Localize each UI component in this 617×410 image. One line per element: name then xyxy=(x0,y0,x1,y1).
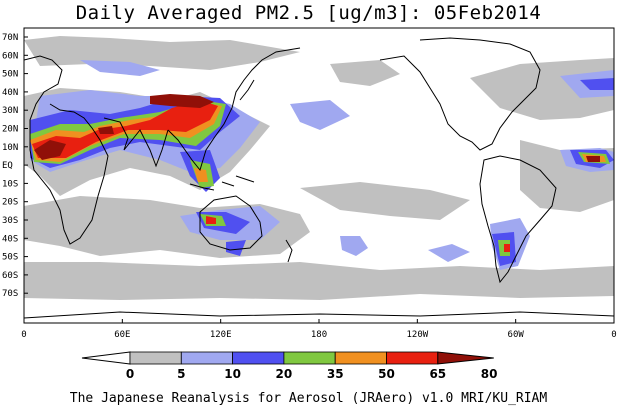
lon-tick-label: 180 xyxy=(311,330,327,340)
lat-tick-label: 40S xyxy=(2,234,18,244)
colorbar-level-label: 65 xyxy=(429,367,446,381)
colorbar-level-label: 80 xyxy=(481,367,498,381)
colorbar: 0 5 10 20 35 50 65 80 xyxy=(81,351,498,381)
colorbar-swatch xyxy=(129,351,182,365)
map-title: Daily Averaged PM2.5 [ug/m3]: 05Feb2014 xyxy=(75,2,542,24)
colorbar-max-arrow xyxy=(437,351,494,365)
colorbar-swatch xyxy=(180,351,234,365)
level-65-80-region xyxy=(32,100,510,252)
colorbar-swatch xyxy=(334,351,387,365)
lat-tick-label: 60N xyxy=(2,51,18,61)
lat-tick-label: 50N xyxy=(2,70,18,80)
coastlines xyxy=(24,37,614,319)
lat-tick-label: 20N xyxy=(2,125,18,135)
level-5-10-region xyxy=(24,36,614,300)
lat-tick-label: 30N xyxy=(2,106,18,116)
colorbar-swatch xyxy=(386,351,439,365)
lat-tick-label: 60S xyxy=(2,271,18,281)
colorbar-level-label: 0 xyxy=(126,367,134,381)
lat-tick-label: EQ xyxy=(2,161,13,171)
level-80-plus-region xyxy=(34,94,600,162)
colorbar-level-label: 5 xyxy=(177,367,185,381)
lat-tick-label: 40N xyxy=(2,88,18,98)
lat-tick-label: 20S xyxy=(2,198,18,208)
longitude-axis: 0 60E 120E 180 120W 60W 0 xyxy=(21,319,617,340)
lat-tick-label: 10S xyxy=(2,179,18,189)
latitude-axis: 70N 60N 50N 40N 30N 20N 10N EQ 10S 20S 30S 40S 50S 60… xyxy=(2,33,28,299)
lat-tick-label: 50S xyxy=(2,253,18,263)
lat-tick-label: 30S xyxy=(2,216,18,226)
colorbar-swatch xyxy=(232,351,285,365)
lon-tick-label: 60W xyxy=(508,330,525,340)
colorbar-level-label: 20 xyxy=(276,367,293,381)
colorbar-min-arrow xyxy=(81,351,131,365)
lat-tick-label: 10N xyxy=(2,143,18,153)
lat-tick-label: 70S xyxy=(2,289,18,299)
lon-tick-label: 120W xyxy=(406,330,428,340)
lon-tick-label: 0 xyxy=(611,330,616,340)
colorbar-level-label: 10 xyxy=(224,367,241,381)
concentration-field xyxy=(24,36,614,319)
lon-tick-label: 60E xyxy=(114,330,130,340)
lon-tick-label: 0 xyxy=(21,330,26,340)
lon-tick-label: 120E xyxy=(210,330,232,340)
colorbar-level-label: 50 xyxy=(378,367,395,381)
colorbar-swatch xyxy=(283,351,336,365)
credit-line: The Japanese Reanalysis for Aerosol (JRA… xyxy=(69,391,548,406)
lat-tick-label: 70N xyxy=(2,33,18,43)
colorbar-level-label: 35 xyxy=(327,367,344,381)
